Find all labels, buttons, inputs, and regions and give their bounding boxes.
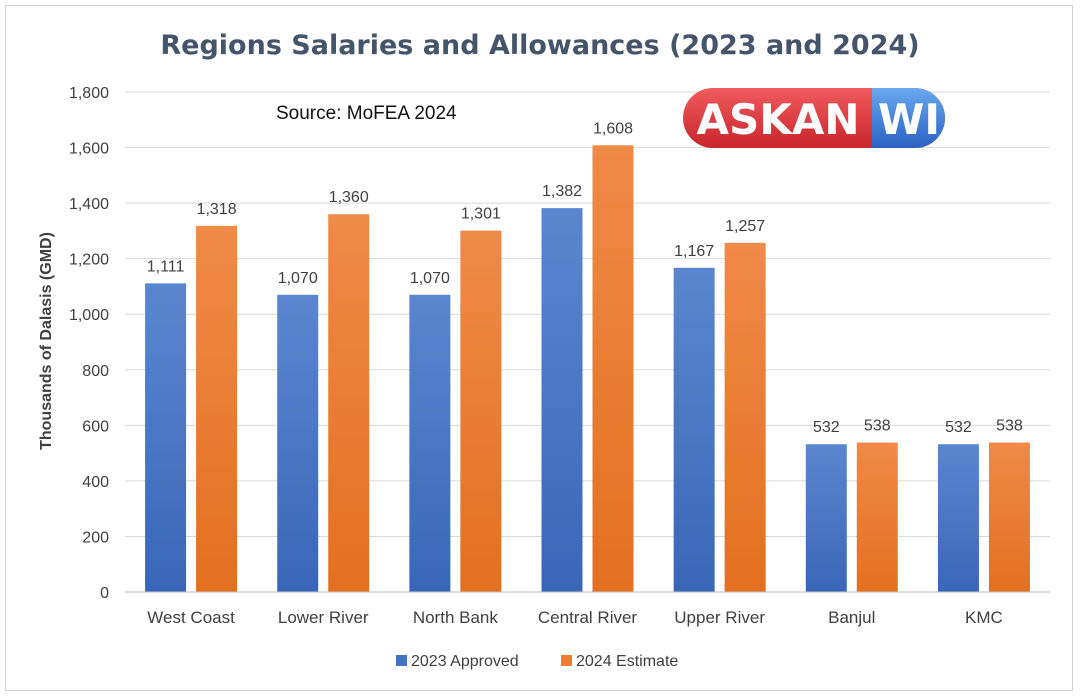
- data-label: 532: [945, 419, 972, 436]
- data-label: 1,070: [278, 270, 318, 287]
- x-category-label: Central River: [538, 608, 638, 627]
- legend-label-2023: 2023 Approved: [411, 653, 519, 670]
- logo-text-askan: ASKAN: [697, 95, 860, 144]
- bar-2024: [592, 145, 634, 593]
- bar-2024: [856, 442, 898, 592]
- bar-2024: [196, 225, 238, 592]
- y-tick-label: 800: [82, 363, 109, 380]
- data-label: 1,382: [542, 183, 582, 200]
- askanwi-logo: ASKAN WI: [683, 88, 945, 148]
- bar-2023: [541, 208, 583, 592]
- x-axis-categories: West Coast Lower River North Bank Central R…: [147, 608, 1003, 627]
- y-tick-label: 0: [100, 585, 109, 602]
- legend-label-2024: 2024 Estimate: [576, 653, 678, 670]
- bars: [145, 145, 1030, 593]
- y-tick-label: 200: [82, 529, 109, 546]
- data-label: 1,111: [147, 258, 185, 275]
- y-tick-label: 1,200: [69, 252, 109, 269]
- data-label: 1,301: [461, 206, 501, 223]
- data-label: 532: [813, 419, 840, 436]
- logo-text-wi: WI: [878, 95, 940, 144]
- bar-2024: [460, 230, 502, 592]
- bar-2023: [145, 283, 187, 592]
- data-label: 538: [864, 418, 891, 435]
- data-label: 1,360: [329, 189, 369, 206]
- bar-2023: [409, 294, 451, 592]
- bar-2023: [805, 444, 847, 592]
- chart-title: Regions Salaries and Allowances (2023 an…: [160, 30, 919, 61]
- x-category-label: Upper River: [674, 608, 765, 627]
- y-tick-label: 1,400: [69, 196, 109, 213]
- gridlines: [125, 91, 1050, 537]
- y-tick-label: 1,800: [69, 85, 109, 102]
- data-labels: 1,111 1,318 1,070 1,360 1,070 1,301 1,382 1,608…: [147, 120, 1023, 436]
- y-tick-label: 1,600: [69, 141, 109, 158]
- data-label: 1,070: [410, 270, 450, 287]
- y-tick-label: 600: [82, 418, 109, 435]
- x-category-label: North Bank: [413, 608, 499, 627]
- source-annotation: Source: MoFEA 2024: [276, 103, 457, 124]
- y-axis-ticks: 0 200 400 600 800 1,000 1,200 1,400 1,600 1,800: [69, 85, 109, 602]
- x-category-label: Banjul: [828, 608, 875, 627]
- data-label: 1,318: [197, 201, 237, 218]
- bar-2023: [937, 444, 979, 592]
- legend-swatch-2024: [561, 655, 572, 666]
- data-label: 1,167: [674, 243, 714, 260]
- x-category-label: KMC: [965, 608, 1003, 627]
- bar-2024: [724, 242, 766, 593]
- y-axis-label: Thousands of Dalasis (GMD): [38, 232, 55, 450]
- logo-blue-pill: [872, 88, 945, 148]
- bar-2023: [277, 294, 319, 592]
- bar-2023: [673, 267, 715, 592]
- y-tick-label: 1,000: [69, 307, 109, 324]
- bar-2024: [988, 442, 1030, 592]
- data-label: 1,257: [725, 218, 765, 235]
- x-category-label: Lower River: [278, 608, 369, 627]
- legend-swatch-2023: [396, 655, 407, 666]
- x-category-label: West Coast: [147, 608, 235, 627]
- data-label: 538: [996, 418, 1023, 435]
- legend: 2023 Approved 2024 Estimate: [396, 653, 678, 670]
- data-label: 1,608: [593, 120, 633, 137]
- y-tick-label: 400: [82, 474, 109, 491]
- bar-2024: [328, 214, 370, 592]
